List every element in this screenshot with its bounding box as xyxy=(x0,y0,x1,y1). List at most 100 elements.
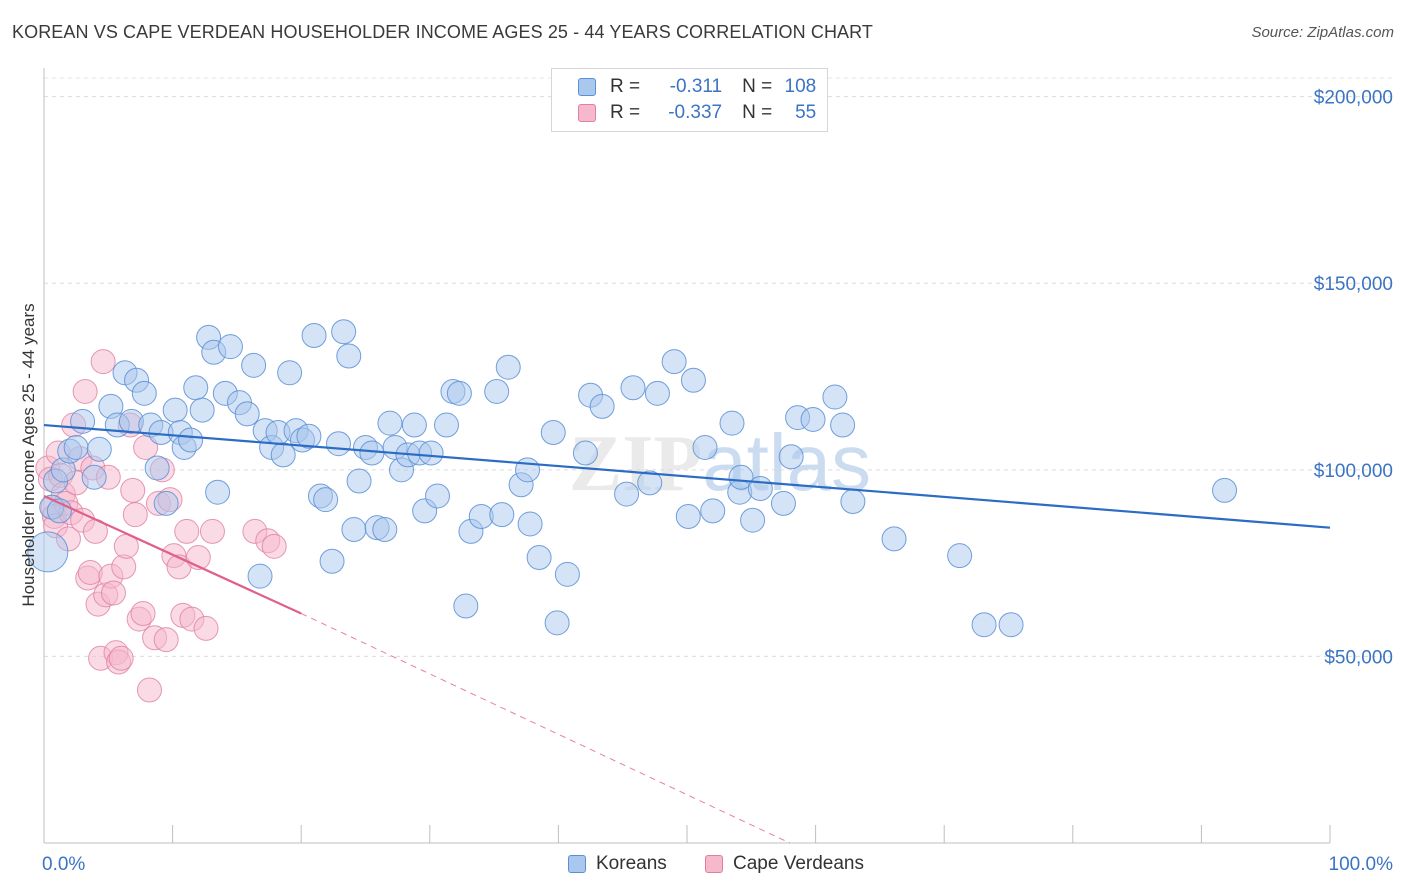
korean-point xyxy=(614,481,640,507)
korean-point xyxy=(830,412,856,438)
legend-row-cape-verdeans: R = -0.337 N = 55 xyxy=(578,100,816,126)
korean-point xyxy=(554,561,580,587)
bottom-legend-label: Koreans xyxy=(596,853,667,874)
koreans-swatch xyxy=(568,855,586,873)
korean-point xyxy=(620,375,646,401)
korean-point xyxy=(881,526,907,552)
cape-verdeans-trend-extension xyxy=(300,613,791,844)
korean-point xyxy=(644,380,670,406)
korean-point xyxy=(495,354,521,380)
cape-verdean-point xyxy=(193,615,219,641)
korean-point xyxy=(661,349,687,375)
axes xyxy=(43,68,1331,844)
korean-point xyxy=(434,412,460,438)
korean-point xyxy=(183,375,209,401)
legend-r-value: -0.337 xyxy=(668,102,723,123)
korean-point xyxy=(81,464,107,490)
cape-verdean-point xyxy=(261,533,287,559)
korean-point xyxy=(572,440,598,466)
trend-lines xyxy=(43,423,1331,844)
korean-point xyxy=(301,322,327,348)
korean-point xyxy=(418,440,444,466)
cape-verdean-point xyxy=(130,601,156,626)
cape-verdean-point xyxy=(199,518,225,544)
y-tick-label: $150,000 xyxy=(1314,274,1393,295)
cape-verdeans-trend-line xyxy=(43,494,302,615)
y-tick-label: $50,000 xyxy=(1324,647,1393,668)
korean-point xyxy=(747,475,773,501)
korean-point xyxy=(241,352,267,378)
x-tick-label: 0.0% xyxy=(42,854,85,875)
korean-point xyxy=(517,511,543,537)
cape-verdean-point xyxy=(108,645,134,671)
korean-point xyxy=(822,384,848,410)
korean-point xyxy=(319,548,345,574)
legend-n-value: 55 xyxy=(795,102,817,123)
cape-verdean-point xyxy=(136,677,162,703)
korean-point xyxy=(770,490,796,516)
korean-point xyxy=(484,378,510,404)
korean-point xyxy=(313,487,339,513)
korean-point xyxy=(131,380,157,406)
cape-verdean-point xyxy=(120,477,146,503)
legend-r-value: -0.311 xyxy=(669,76,723,97)
korean-point xyxy=(947,543,973,569)
bottom-legend-koreans: Koreans xyxy=(568,852,667,876)
legend-n-label: N = xyxy=(742,102,773,123)
korean-point xyxy=(998,612,1024,638)
korean-point xyxy=(800,406,826,432)
korean-point xyxy=(1212,477,1238,503)
korean-point xyxy=(425,483,451,509)
korean-point xyxy=(526,545,552,571)
korean-point xyxy=(778,444,804,470)
cape-verdean-point xyxy=(72,378,98,404)
bottom-legend-cape-verdeans: Cape Verdeans xyxy=(705,852,864,876)
korean-point xyxy=(336,343,362,369)
korean-point xyxy=(544,610,570,636)
korean-point xyxy=(153,490,179,516)
cape-verdean-point xyxy=(100,580,126,606)
korean-point xyxy=(325,431,351,457)
korean-point xyxy=(86,436,112,462)
series-koreans xyxy=(27,319,1238,638)
korean-point xyxy=(178,427,204,453)
y-axis-label: Householder Income Ages 25 - 44 years xyxy=(19,303,38,606)
cape-verdean-point xyxy=(90,349,116,375)
korean-point xyxy=(692,434,718,460)
tick-labels: $50,000 $100,000 $150,000 $200,000 0.0% 100.0… xyxy=(42,88,1393,875)
chart-source: Source: ZipAtlas.com xyxy=(1251,24,1394,41)
korean-point xyxy=(637,470,663,496)
koreans-swatch xyxy=(578,78,596,96)
y-tick-label: $200,000 xyxy=(1314,88,1393,109)
chart-title: KOREAN VS CAPE VERDEAN HOUSEHOLDER INCOM… xyxy=(12,22,874,42)
korean-point xyxy=(144,455,170,481)
korean-point xyxy=(489,502,515,528)
bottom-legend-label: Cape Verdeans xyxy=(733,853,864,874)
korean-point xyxy=(377,410,403,436)
korean-point xyxy=(277,360,303,386)
legend-n-label: N = xyxy=(742,76,773,97)
korean-point xyxy=(247,563,273,589)
korean-point xyxy=(675,503,701,529)
korean-point xyxy=(63,434,89,460)
korean-point xyxy=(840,489,866,515)
legend-n-value: 108 xyxy=(784,76,817,97)
korean-point xyxy=(740,507,766,533)
cape-verdean-point xyxy=(77,559,103,585)
cape-verdeans-swatch xyxy=(578,104,596,122)
korean-point xyxy=(217,334,243,360)
korean-point xyxy=(331,319,357,345)
korean-point xyxy=(515,457,541,483)
cape-verdeans-swatch xyxy=(705,855,723,873)
legend-r-label: R = xyxy=(610,102,641,123)
korean-point xyxy=(446,380,472,406)
korean-point xyxy=(359,440,385,466)
cape-verdean-point xyxy=(122,502,148,528)
korean-point xyxy=(372,517,398,543)
korean-point xyxy=(401,412,427,438)
korean-point xyxy=(189,397,215,423)
korean-point xyxy=(719,410,745,436)
correlation-legend: R = -0.311 N = 108 R = -0.337 N = 55 xyxy=(551,68,828,132)
y-tick-label: $100,000 xyxy=(1314,461,1393,482)
